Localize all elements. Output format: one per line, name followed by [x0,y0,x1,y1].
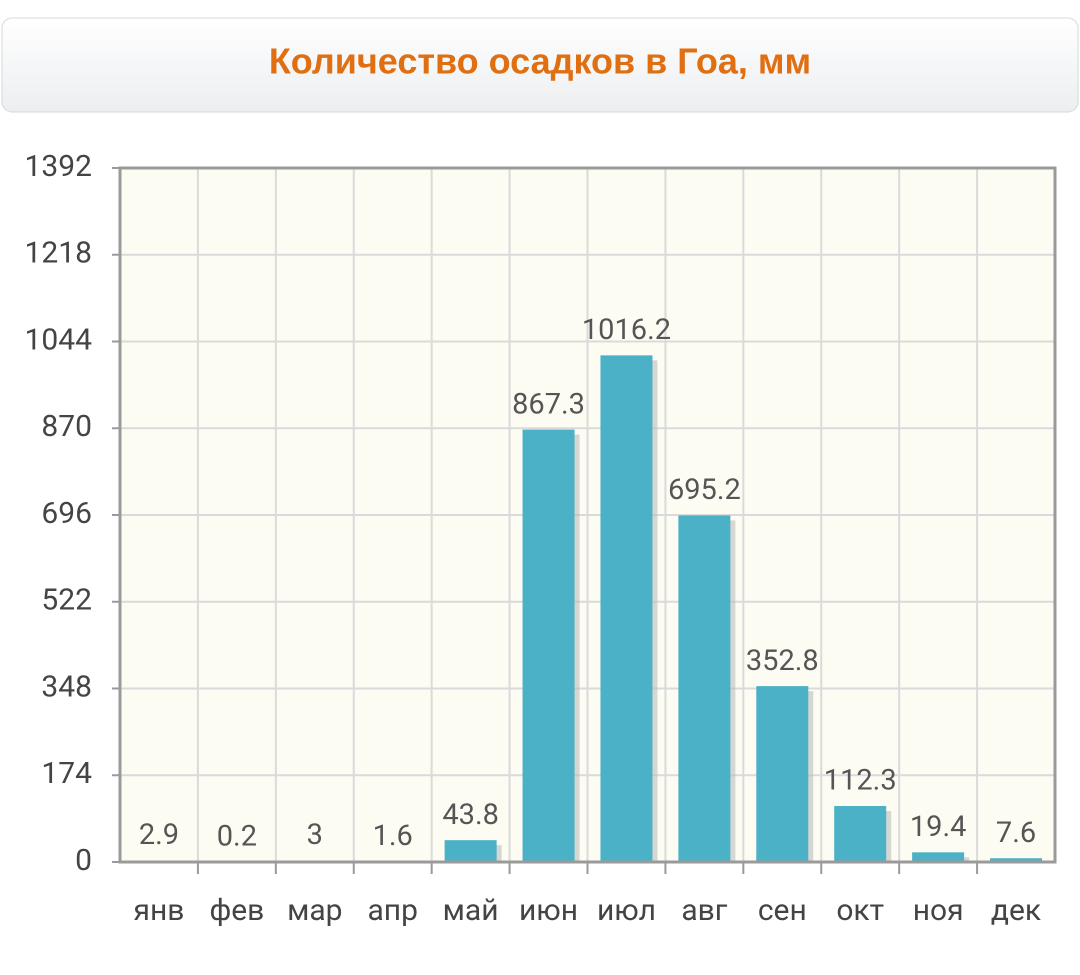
bar [445,840,497,862]
y-tick-label: 0 [75,843,92,878]
value-label: 2.9 [139,818,179,852]
value-label: 7.6 [996,816,1036,850]
y-tick-label: 1218 [25,236,92,271]
chart-title: Количество осадков в Гоа, мм [269,41,811,82]
x-tick-label: окт [836,893,884,928]
x-tick-label: янв [133,893,184,928]
bar [523,430,575,862]
bar [756,686,808,862]
x-tick-label: ноя [913,893,964,928]
bar [678,515,730,862]
x-tick-label: дек [991,893,1041,928]
y-tick-label: 174 [41,756,92,791]
value-label: 19.4 [910,810,967,844]
value-label: 0.2 [217,820,257,854]
value-label: 43.8 [442,798,499,832]
value-label: 867.3 [512,387,585,421]
y-tick-label: 870 [41,409,92,444]
x-tick-label: апр [367,893,417,928]
y-tick-label: 1392 [25,149,92,184]
x-tick-label: июл [597,893,656,928]
x-tick-label: июн [519,893,578,928]
value-label: 695.2 [668,473,741,507]
x-tick-label: фев [209,893,264,928]
y-tick-label: 696 [41,496,92,531]
value-label: 112.3 [824,764,897,798]
y-tick-label: 1044 [25,322,93,357]
x-tick-label: сен [758,893,807,928]
value-label: 1.6 [373,819,413,853]
y-tick-label: 522 [41,583,92,618]
value-label: 1016.2 [582,313,671,347]
y-tick-label: 348 [41,669,92,704]
value-label: 3 [307,818,323,852]
x-tick-label: май [443,893,499,928]
bar [600,355,652,862]
value-label: 352.8 [746,644,819,678]
bar [834,806,886,862]
x-tick-label: мар [287,893,342,928]
x-tick-label: авг [681,893,727,928]
